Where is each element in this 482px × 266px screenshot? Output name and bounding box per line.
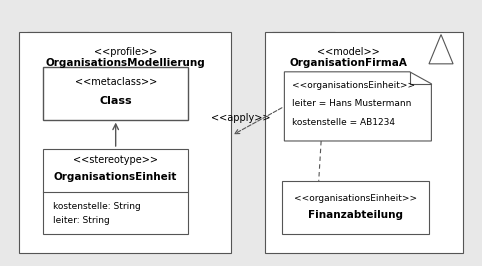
Text: <<stereotype>>: <<stereotype>> [73,155,158,165]
Text: OrganisationsModellierung: OrganisationsModellierung [45,57,205,68]
Text: leiter = Hans Mustermann: leiter = Hans Mustermann [292,99,411,108]
Text: <<model>>: <<model>> [317,47,379,57]
Polygon shape [429,35,453,64]
Text: OrganisationFirmaA: OrganisationFirmaA [289,57,407,68]
Text: <<apply>>: <<apply>> [211,113,271,123]
Text: <<organisationsEinheit>>: <<organisationsEinheit>> [292,81,415,90]
Text: <<metaclass>>: <<metaclass>> [75,77,157,88]
Text: kostenstelle: String: kostenstelle: String [53,202,141,211]
Bar [282,181,429,234]
Text: leiter: String: leiter: String [53,216,110,225]
Polygon shape [284,72,431,141]
Bar [27,32,89,45]
Bar [43,149,188,234]
Bar [43,66,188,120]
Bar [19,32,231,253]
Text: <<organisationsEinheit>>: <<organisationsEinheit>> [294,194,417,203]
Text: Class: Class [99,96,132,106]
Bar [272,32,335,45]
Bar [265,32,463,253]
Text: kostenstelle = AB1234: kostenstelle = AB1234 [292,118,395,127]
Text: <<profile>>: <<profile>> [94,47,157,57]
Text: OrganisationsEinheit: OrganisationsEinheit [54,172,177,182]
Text: Finanzabteilung: Finanzabteilung [308,210,403,221]
